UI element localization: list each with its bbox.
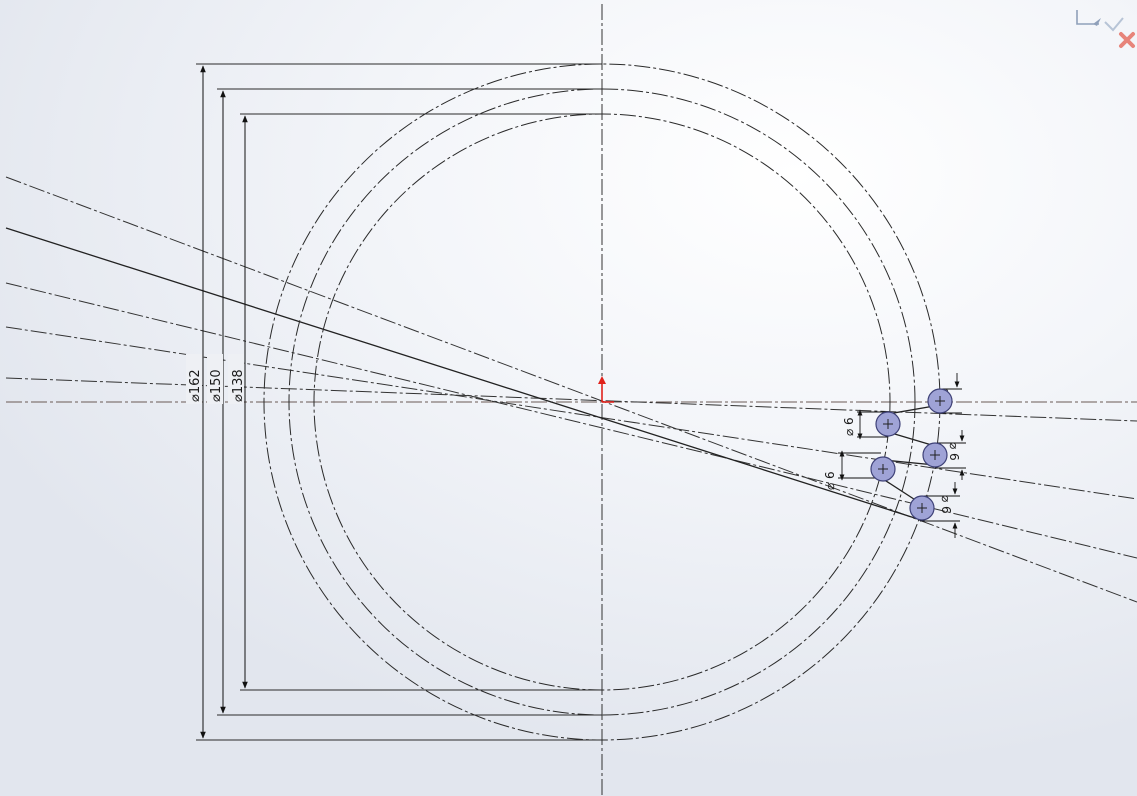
construction-line-2[interactable]: [5, 282, 1137, 559]
dim-text-d162[interactable]: ⌀162: [188, 369, 203, 402]
hole-link-2[interactable]: [887, 431, 936, 447]
hole-dimensions-left: [838, 409, 888, 481]
hole-dim-text-4[interactable]: ⌀ 6: [947, 442, 961, 461]
construction-line-3[interactable]: [5, 326, 1137, 500]
radial-line-solid[interactable]: [5, 227, 922, 521]
hole-dim-text-5[interactable]: ⌀ 6: [939, 495, 953, 514]
hole-center-marks: [878, 396, 945, 513]
sketch-geometry: [5, 227, 941, 521]
circle-d150[interactable]: [288, 88, 916, 716]
dim-text-d150[interactable]: ⌀150: [209, 369, 224, 402]
construction-line-1[interactable]: [5, 176, 1137, 603]
hole-dim-text-1[interactable]: ⌀ 6: [842, 417, 856, 436]
confirmation-corner[interactable]: [1067, 0, 1137, 60]
confirmation-corner-icon: [1076, 10, 1135, 48]
hole-dim-text-3[interactable]: ⌀ 6: [823, 471, 837, 490]
diameter-dimensions: ⌀162 ⌀150 ⌀138: [186, 354, 246, 404]
centerlines: [5, 4, 1137, 796]
close-icon[interactable]: [1119, 32, 1135, 48]
dim-text-d138[interactable]: ⌀138: [231, 369, 246, 402]
construction-line-4[interactable]: [5, 377, 1137, 422]
sketch-origin-icon[interactable]: [598, 376, 614, 403]
extension-lines: [196, 63, 602, 741]
hole-dim-texts-left: ⌀ 6 ⌀ 6: [823, 417, 856, 490]
